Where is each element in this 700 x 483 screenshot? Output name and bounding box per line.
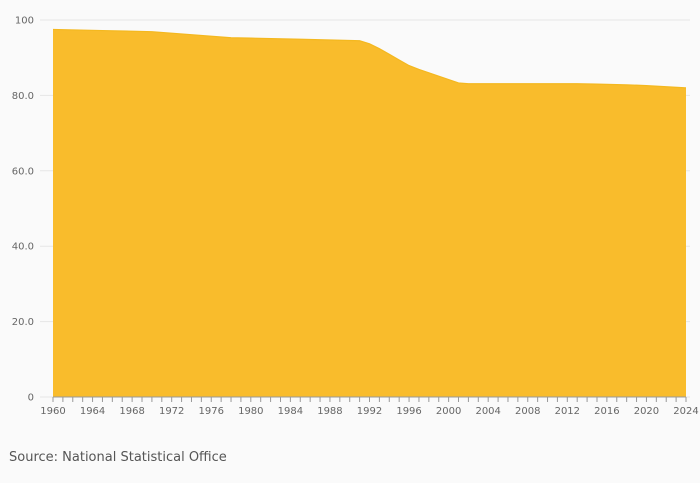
y-tick-label: 0: [28, 393, 34, 404]
x-tick-label: 1984: [278, 406, 303, 417]
x-tick-label: 2000: [436, 406, 461, 417]
x-tick-label: 1980: [238, 406, 263, 417]
x-tick-label: 1968: [119, 406, 144, 417]
x-tick-label: 2004: [475, 406, 500, 417]
x-tick-label: 1996: [396, 406, 421, 417]
x-tick-label: 1960: [40, 406, 65, 417]
x-tick-label: 1964: [80, 406, 105, 417]
x-tick-label: 1972: [159, 406, 184, 417]
area-series: [52, 28, 687, 398]
source-note: Source: National Statistical Office: [9, 450, 227, 465]
x-tick-label: 1976: [199, 406, 224, 417]
y-axis: 0 20.0 40.0 60.0 80.0 100: [12, 16, 34, 404]
y-tick-label: 80.0: [12, 91, 34, 102]
x-tick-label: 2020: [634, 406, 659, 417]
x-tick-label: 2016: [594, 406, 619, 417]
x-tick-label: 1992: [357, 406, 382, 417]
area-chart: 1960 1964 1968 1972 1976 1980 1984 1988 1992 1996…: [12, 16, 699, 418]
x-tick-label: 1988: [317, 406, 342, 417]
y-tick-label: 60.0: [12, 166, 34, 177]
x-tick-label: 2024: [673, 406, 698, 417]
series-line: [52, 28, 687, 89]
x-axis: 1960 1964 1968 1972 1976 1980 1984 1988 1992 1996…: [40, 396, 699, 417]
x-tick-label: 2012: [555, 406, 580, 417]
x-tick-label: 2008: [515, 406, 540, 417]
y-tick-label: 40.0: [12, 242, 34, 253]
area-fill: [53, 29, 686, 398]
y-tick-label: 20.0: [12, 317, 34, 328]
y-tick-label: 100: [15, 16, 34, 27]
